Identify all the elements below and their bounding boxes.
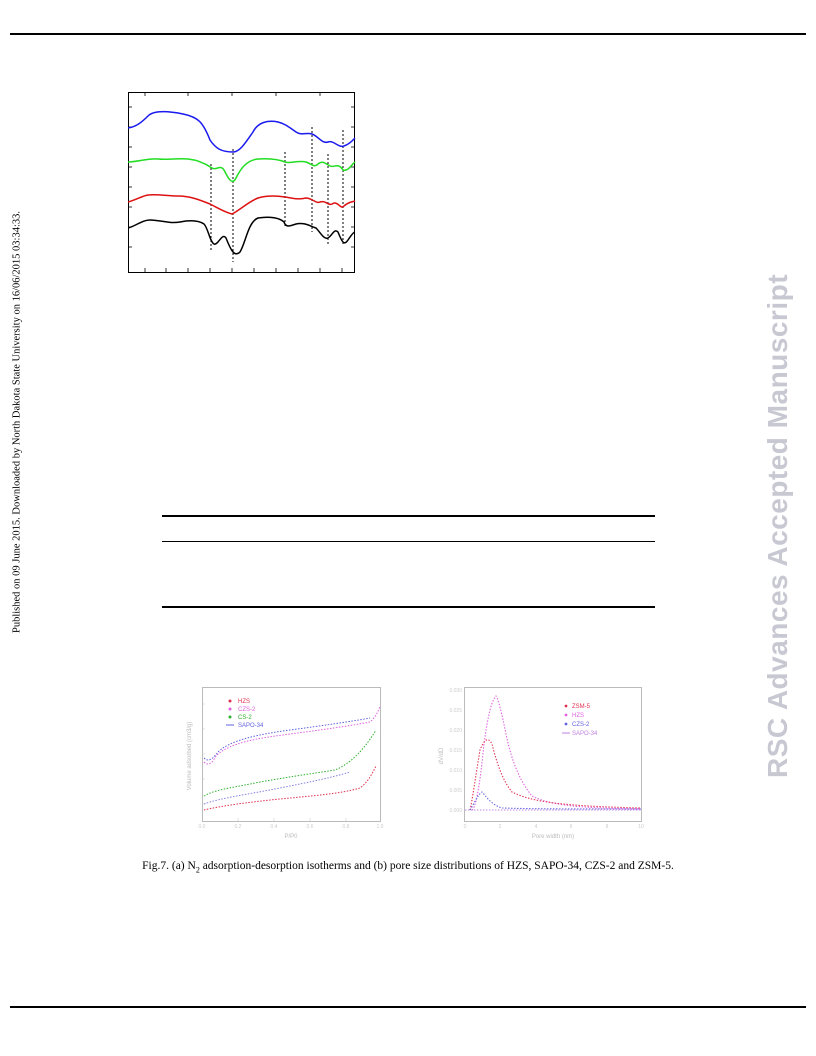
top-rule xyxy=(10,33,806,35)
legend-czs-2: CZS-2 xyxy=(238,707,256,713)
svg-text:0.4: 0.4 xyxy=(271,824,278,830)
legend-zsm-5: ZSM-5 xyxy=(572,704,591,710)
svg-text:0.015: 0.015 xyxy=(449,748,462,754)
pore-curve-low xyxy=(469,791,642,811)
svg-text:4: 4 xyxy=(535,824,538,830)
legend-sapo-34: SAPO-34 xyxy=(238,723,264,729)
pore-curve-mid xyxy=(469,739,642,811)
isotherm-ticks xyxy=(202,703,347,821)
svg-text:0.6: 0.6 xyxy=(307,824,314,830)
isotherm-low-b xyxy=(203,771,351,805)
figure-caption: Fig.7. (a) N2 adsorption-desorption isot… xyxy=(142,860,674,875)
pore-curve-tall xyxy=(471,695,642,811)
svg-text:1.0: 1.0 xyxy=(377,824,384,830)
isotherm-upper-b xyxy=(203,717,371,761)
isotherm-low-a xyxy=(203,765,377,811)
svg-text:10: 10 xyxy=(638,824,644,830)
isotherm-legend: HZS CZS-2 CS-2 SAPO-34 xyxy=(226,699,264,729)
pore-tick-labels: 0.030 0.025 0.020 0.015 0.010 0.005 0.00… xyxy=(449,688,644,830)
table-mid-rule xyxy=(162,541,655,542)
isotherm-tick-labels: 0.0 0.2 0.4 0.6 0.8 1.0 xyxy=(199,824,384,830)
spectra-reference-lines xyxy=(210,127,344,262)
spectra-figure xyxy=(128,92,356,273)
legend-czs-2-b: CZS-2 xyxy=(572,722,590,728)
spectrum-black xyxy=(128,216,356,255)
svg-text:8: 8 xyxy=(606,824,609,830)
svg-text:0: 0 xyxy=(464,824,467,830)
spectrum-green xyxy=(128,157,356,182)
isotherm-xlabel: P/P0 xyxy=(284,834,298,840)
isotherm-ylabel: Volume adsorbed (cm3/g) xyxy=(187,722,193,791)
publication-note: Published on 09 June 2015. Downloaded by… xyxy=(11,210,23,634)
svg-text:0.030: 0.030 xyxy=(449,688,462,694)
isotherm-upper-a xyxy=(203,705,381,765)
pore-size-chart: 0.030 0.025 0.020 0.015 0.010 0.005 0.00… xyxy=(439,687,644,840)
svg-text:0.2: 0.2 xyxy=(235,824,242,830)
svg-text:0.005: 0.005 xyxy=(449,788,462,794)
spectrum-red xyxy=(128,193,356,215)
svg-text:6: 6 xyxy=(570,824,573,830)
pore-ylabel: dV/dD xyxy=(439,747,445,764)
spectrum-blue xyxy=(128,110,356,153)
table-top-rule xyxy=(162,515,655,517)
legend-hzs-b: HZS xyxy=(572,713,584,719)
svg-text:0.025: 0.025 xyxy=(449,708,462,714)
table-bottom-rule xyxy=(162,606,655,608)
svg-text:0.0: 0.0 xyxy=(199,824,206,830)
spectra-ticks xyxy=(128,92,355,273)
legend-sapo-34-b: SAPO-34 xyxy=(572,731,598,737)
svg-text:0.8: 0.8 xyxy=(343,824,350,830)
watermark: RSC Advances Accepted Manuscript xyxy=(762,273,793,779)
pore-xlabel: Pore width (nm) xyxy=(532,834,574,840)
svg-text:2: 2 xyxy=(499,824,502,830)
isotherm-chart: 0.0 0.2 0.4 0.6 0.8 1.0 Volume adsorbed … xyxy=(187,687,384,840)
legend-cs-2: CS-2 xyxy=(238,715,252,721)
bottom-rule xyxy=(10,1006,806,1008)
svg-text:0.010: 0.010 xyxy=(449,768,462,774)
pore-legend: ZSM-5 HZS CZS-2 SAPO-34 xyxy=(562,704,598,737)
svg-text:0.000: 0.000 xyxy=(449,808,462,814)
svg-text:0.020: 0.020 xyxy=(449,728,462,734)
legend-hzs: HZS xyxy=(238,699,250,705)
